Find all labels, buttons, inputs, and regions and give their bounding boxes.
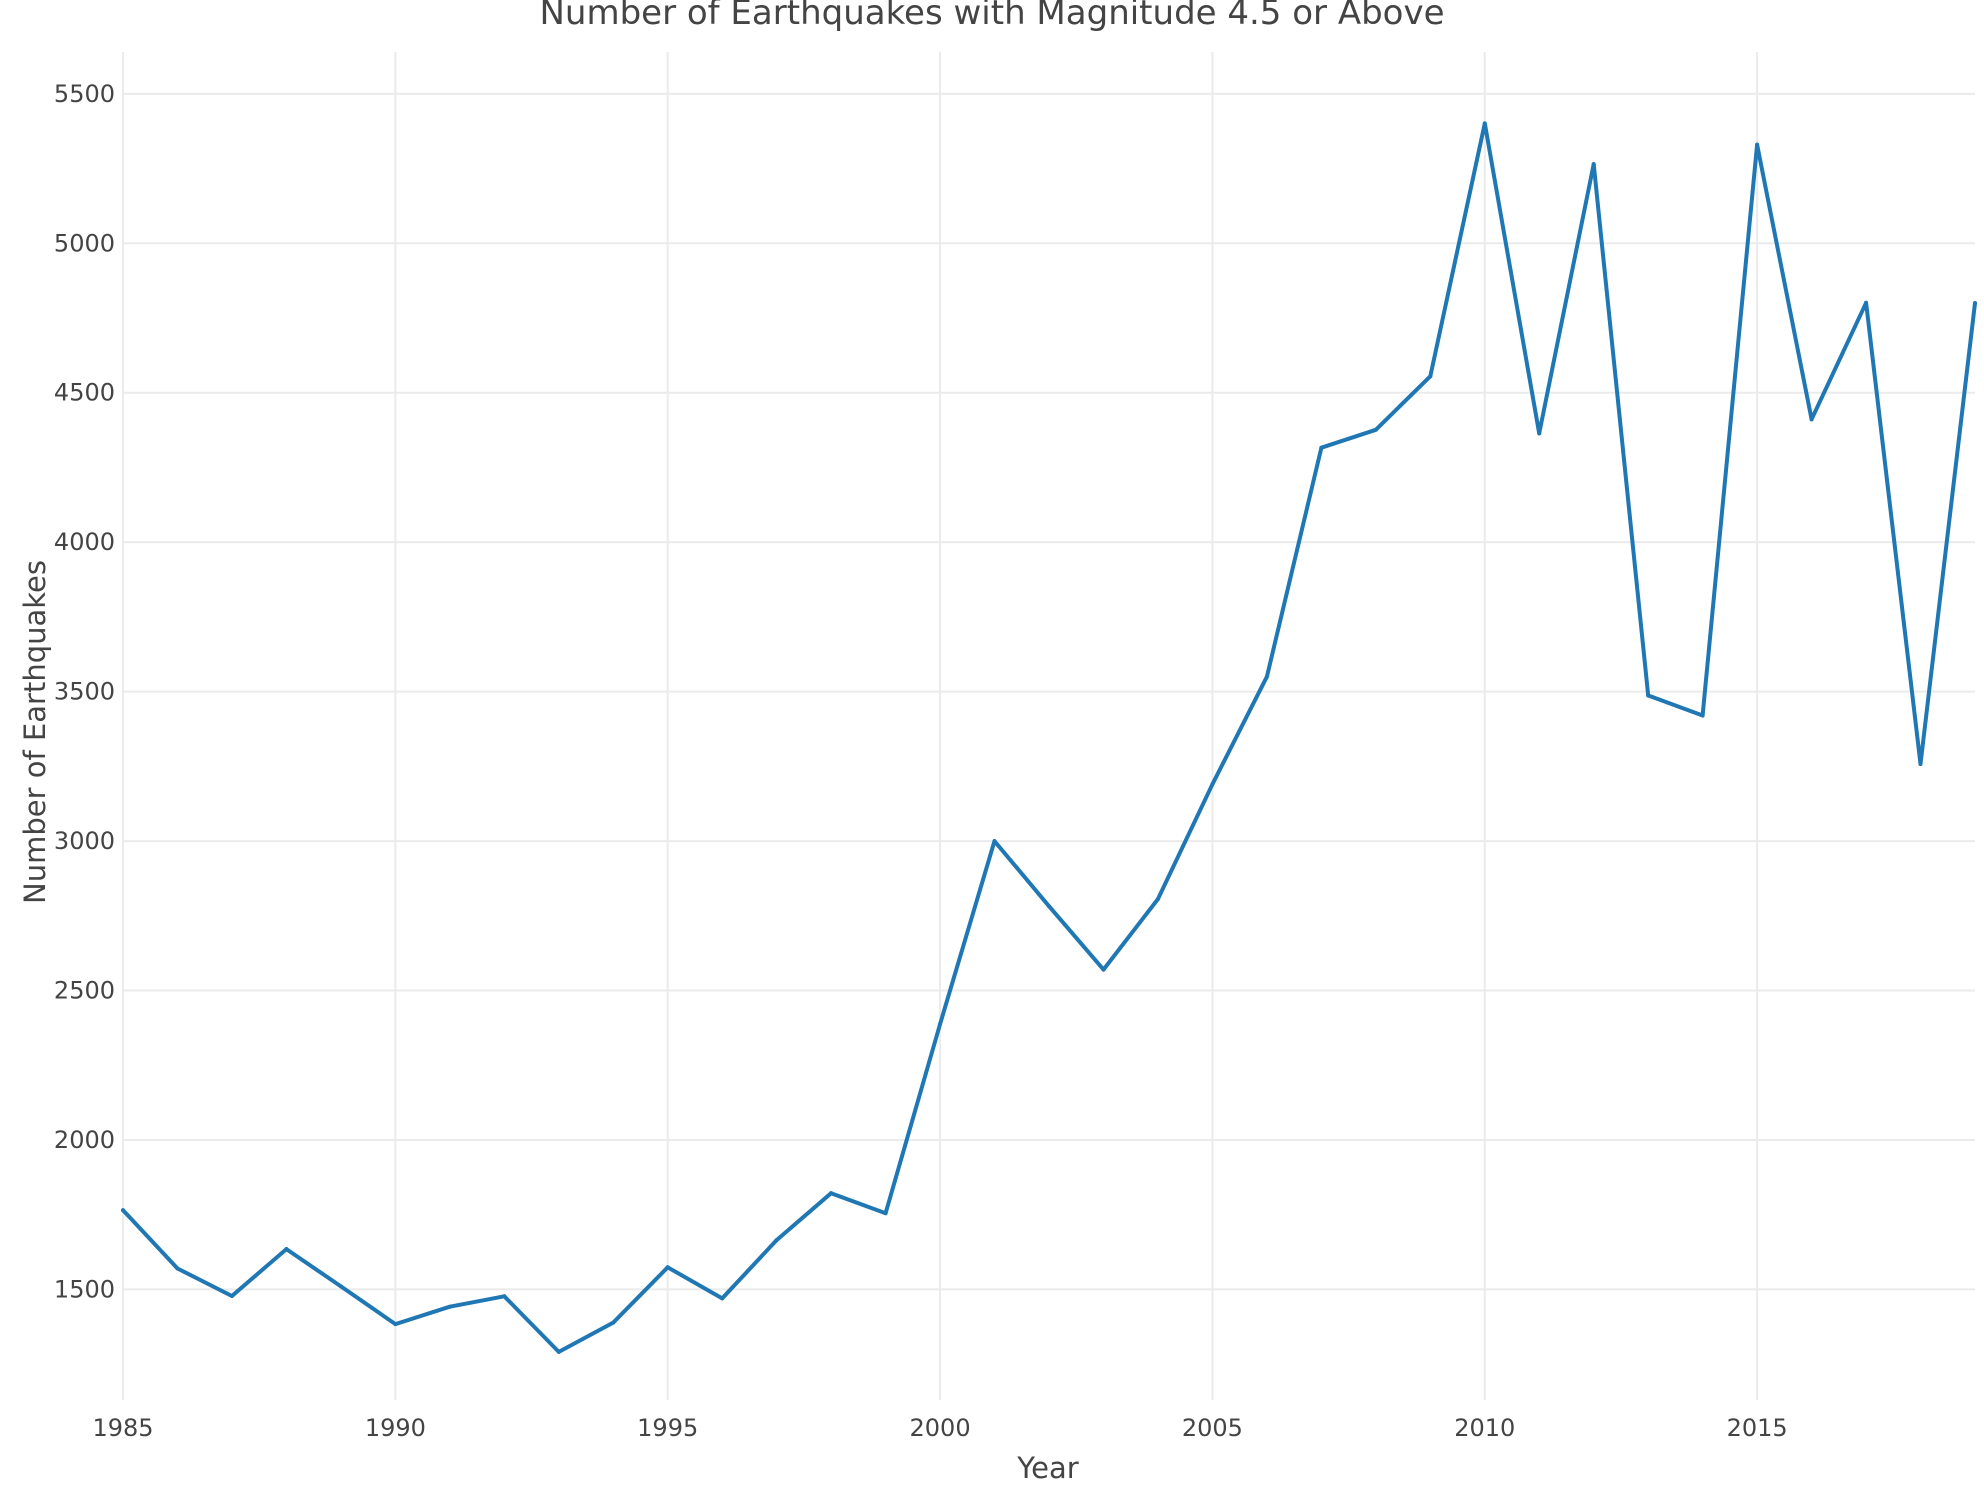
gridlines xyxy=(122,52,1975,1400)
y-tick-label: 3000 xyxy=(54,827,115,855)
data-point xyxy=(229,1293,234,1298)
y-tick-label: 2500 xyxy=(54,977,115,1005)
y-tick-label: 2000 xyxy=(54,1126,115,1154)
data-point xyxy=(284,1247,289,1252)
x-tick-label: 1990 xyxy=(365,1414,426,1442)
data-point xyxy=(829,1191,834,1196)
data-point xyxy=(665,1265,670,1270)
data-point xyxy=(1101,967,1106,972)
data-point xyxy=(1428,374,1433,379)
data-point xyxy=(1373,427,1378,432)
series-layer xyxy=(121,121,1977,1354)
data-point xyxy=(175,1266,180,1271)
data-point xyxy=(1047,904,1051,909)
data-point xyxy=(393,1322,398,1327)
x-tick-label: 1995 xyxy=(637,1414,698,1442)
data-point xyxy=(1210,782,1215,787)
data-point xyxy=(1482,121,1487,126)
data-point xyxy=(992,839,997,844)
data-point xyxy=(338,1284,343,1289)
data-point xyxy=(1755,142,1760,147)
data-point xyxy=(774,1238,779,1243)
data-point xyxy=(502,1294,507,1299)
x-tick-label: 2015 xyxy=(1727,1414,1788,1442)
x-axis-ticks: 1985 1990 1995 2000 2005 2010 2015 xyxy=(92,1414,1787,1442)
y-tick-label: 4500 xyxy=(54,379,115,407)
y-tick-label: 1500 xyxy=(54,1275,115,1303)
data-point xyxy=(1155,897,1160,902)
data-point xyxy=(1864,300,1869,305)
y-axis-ticks: 1500 2000 2500 3000 3500 4000 4500 5000 5500 xyxy=(54,80,115,1304)
data-point xyxy=(720,1296,725,1301)
y-tick-label: 4000 xyxy=(54,528,115,556)
data-point xyxy=(883,1211,888,1216)
x-tick-label: 2005 xyxy=(1182,1414,1243,1442)
x-tick-label: 2000 xyxy=(910,1414,971,1442)
x-tick-label: 1985 xyxy=(92,1414,153,1442)
chart-title: Number of Earthquakes with Magnitude 4.5… xyxy=(539,0,1444,33)
data-point xyxy=(1646,693,1651,698)
data-point xyxy=(1591,162,1596,167)
y-axis-label: Number of Earthquakes xyxy=(18,560,52,904)
data-point xyxy=(1264,674,1269,679)
data-point xyxy=(1319,445,1324,450)
data-point xyxy=(556,1349,561,1354)
data-point xyxy=(1809,417,1814,422)
data-point xyxy=(1700,713,1705,718)
data-point xyxy=(611,1320,616,1325)
data-point xyxy=(447,1304,452,1309)
data-point xyxy=(121,1208,125,1213)
data-point xyxy=(1973,301,1977,306)
y-tick-label: 5500 xyxy=(54,80,115,108)
x-axis-label: Year xyxy=(1016,1451,1078,1485)
data-point xyxy=(1918,761,1923,766)
data-point xyxy=(938,1021,943,1026)
data-point xyxy=(1537,431,1542,436)
series-line xyxy=(121,121,1977,1354)
y-tick-label: 3500 xyxy=(54,678,115,706)
y-tick-label: 5000 xyxy=(54,229,115,257)
x-tick-label: 2010 xyxy=(1454,1414,1515,1442)
